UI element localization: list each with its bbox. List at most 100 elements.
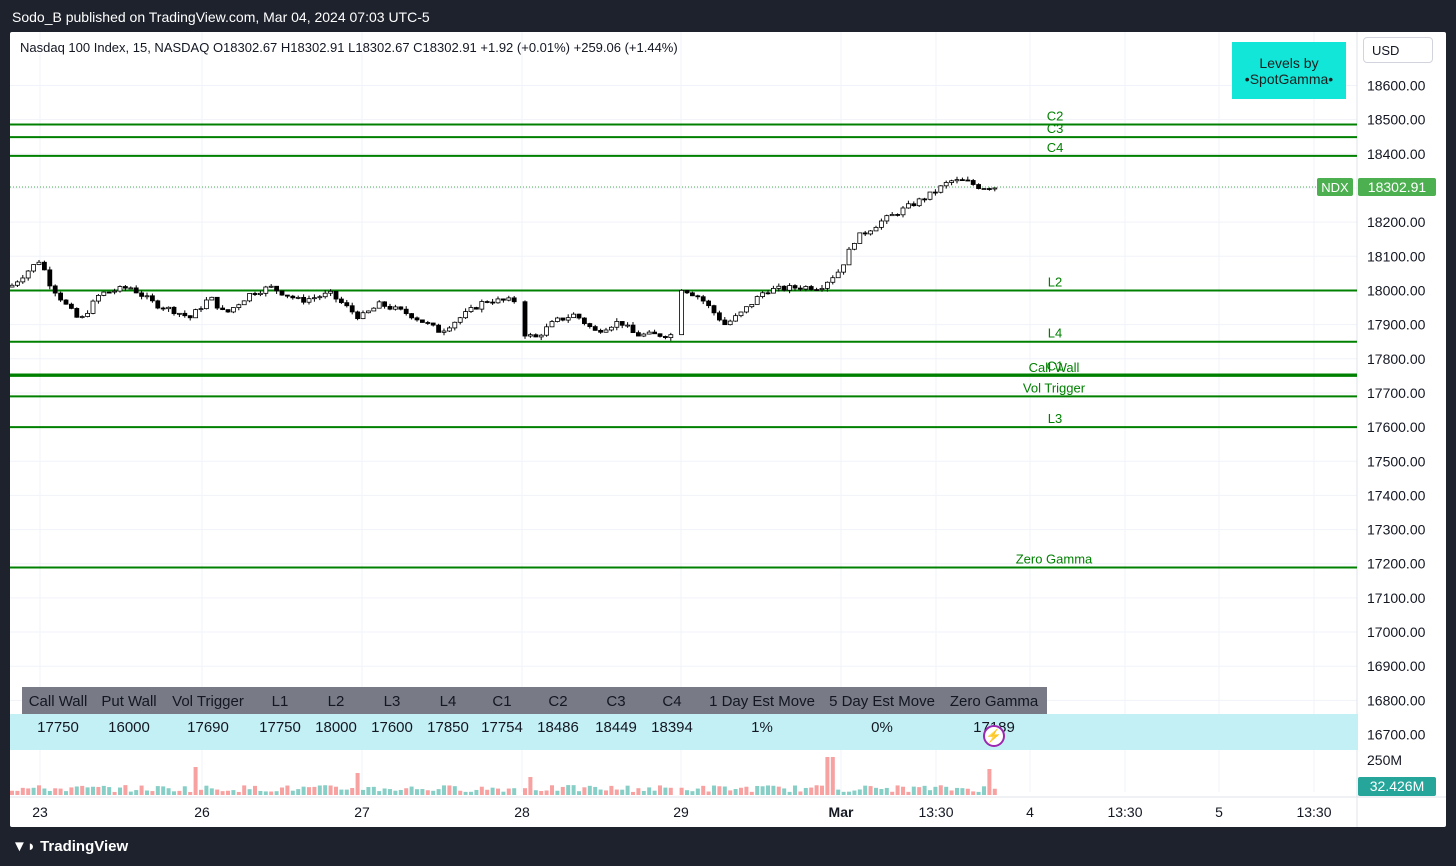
volume-bar <box>809 787 814 795</box>
volume-bar <box>263 791 268 795</box>
volume-bar <box>20 787 25 795</box>
volume-bar <box>679 787 684 795</box>
levels-table-values: 17750 16000 17690 17750 18000 17600 17850 17754… <box>10 714 1358 750</box>
volume-bar <box>544 790 549 795</box>
volume-bar <box>285 785 290 795</box>
candle-body <box>63 299 69 305</box>
candle-body <box>69 303 74 309</box>
volume-bar <box>884 787 889 795</box>
volume-bar <box>728 790 733 795</box>
candle-body <box>911 203 917 207</box>
volume-bar <box>134 790 139 795</box>
levels-table-header: Call Wall Put Wall Vol Trigger L1 L2 L3 L4 C1 C2… <box>22 687 1047 714</box>
levels-header-cell: L2 <box>327 693 345 710</box>
candle-body <box>695 295 701 298</box>
lightning-icon[interactable]: ⚡ <box>983 725 1005 747</box>
candle-body <box>441 330 447 333</box>
candle-body <box>684 289 690 294</box>
candle-body <box>889 214 895 217</box>
volume-bar <box>177 790 182 795</box>
tv-logo-icon: ▼◗ <box>12 838 41 855</box>
volume-bar <box>992 788 997 795</box>
volume-bar <box>744 786 749 795</box>
candle-body <box>349 305 355 313</box>
ohlc-legend: Nasdaq 100 Index, 15, NASDAQ O18302.67 H… <box>20 40 678 55</box>
volume-bar <box>312 786 317 795</box>
levels-header-cell: Put Wall <box>101 693 157 710</box>
volume-bar <box>366 787 371 795</box>
candle-body <box>419 319 425 323</box>
volume-bar <box>415 789 419 795</box>
tradingview-logo[interactable]: ▼◗ TradingView <box>12 838 128 855</box>
level-label: L4 <box>1048 326 1062 341</box>
volume-bar <box>830 757 835 795</box>
candle-body <box>495 298 501 304</box>
volume-bar <box>668 787 673 795</box>
candle-body <box>754 296 760 305</box>
volume-bar <box>361 789 365 795</box>
volume-bar <box>733 789 738 795</box>
candle-body <box>42 261 47 271</box>
levels-header-cell: Vol Trigger <box>172 693 244 710</box>
volume-bar <box>771 785 776 795</box>
volume-bar <box>485 789 490 795</box>
volume-bar <box>317 785 322 795</box>
candle-body <box>403 308 409 314</box>
candle-body <box>90 300 96 314</box>
y-tick-label: 18500.00 <box>1367 112 1426 128</box>
candle-body <box>538 334 544 338</box>
candle-body <box>668 334 674 338</box>
volume-bar <box>566 785 571 795</box>
y-tick-label: 16700.00 <box>1367 727 1426 743</box>
price-tag <box>1358 177 1436 196</box>
volume-bar <box>442 785 446 795</box>
volume-bar <box>922 785 927 795</box>
volume-bar <box>452 786 457 795</box>
candle-body <box>230 307 236 313</box>
candle-body <box>970 180 976 185</box>
chart-panel[interactable]: 18600.0018500.0018400.0018300.0018200.00… <box>10 32 1446 827</box>
candle-body <box>506 297 512 301</box>
volume-bar <box>409 786 414 795</box>
volume-bar <box>37 785 41 795</box>
volume-bar <box>199 789 203 795</box>
volume-bar <box>74 786 79 795</box>
volume-bar <box>593 786 598 795</box>
candle-body <box>149 295 155 302</box>
volume-bar <box>841 791 846 795</box>
candle-body <box>522 301 528 337</box>
level-label: Vol Trigger <box>1023 380 1086 395</box>
candle-body <box>609 326 614 331</box>
candle-body <box>182 312 188 317</box>
volume-bar <box>307 787 311 795</box>
candle-body <box>571 313 576 319</box>
volume-bar <box>469 791 473 795</box>
candle-body <box>225 309 231 313</box>
volume-bar <box>425 790 430 795</box>
candle-body <box>679 289 684 336</box>
candle-body <box>625 324 630 327</box>
candle-body <box>700 296 706 302</box>
candle-body <box>47 269 53 287</box>
candle-body <box>376 301 382 309</box>
volume-tag <box>1358 777 1436 796</box>
candle-body <box>814 289 819 291</box>
volume-bar <box>371 786 376 795</box>
volume-bar <box>598 789 603 795</box>
volume-bar <box>42 788 47 795</box>
volume-bar <box>793 785 797 795</box>
volume-bar <box>604 790 608 795</box>
volume-bar <box>982 786 986 795</box>
levels-value-cell: 17754 <box>481 719 523 736</box>
volume-bar <box>631 791 635 795</box>
volume-bar <box>652 790 657 795</box>
y-tick-label: 17100.00 <box>1367 590 1426 606</box>
x-tick-label: 27 <box>354 804 370 820</box>
candle-body <box>943 182 949 187</box>
volume-bar <box>10 790 14 795</box>
currency-button[interactable]: USD <box>1363 37 1433 63</box>
price-chart[interactable]: 18600.0018500.0018400.0018300.0018200.00… <box>10 32 1446 827</box>
volume-bar <box>166 788 171 795</box>
volume-bar <box>58 788 63 795</box>
volume-bar <box>350 788 355 795</box>
